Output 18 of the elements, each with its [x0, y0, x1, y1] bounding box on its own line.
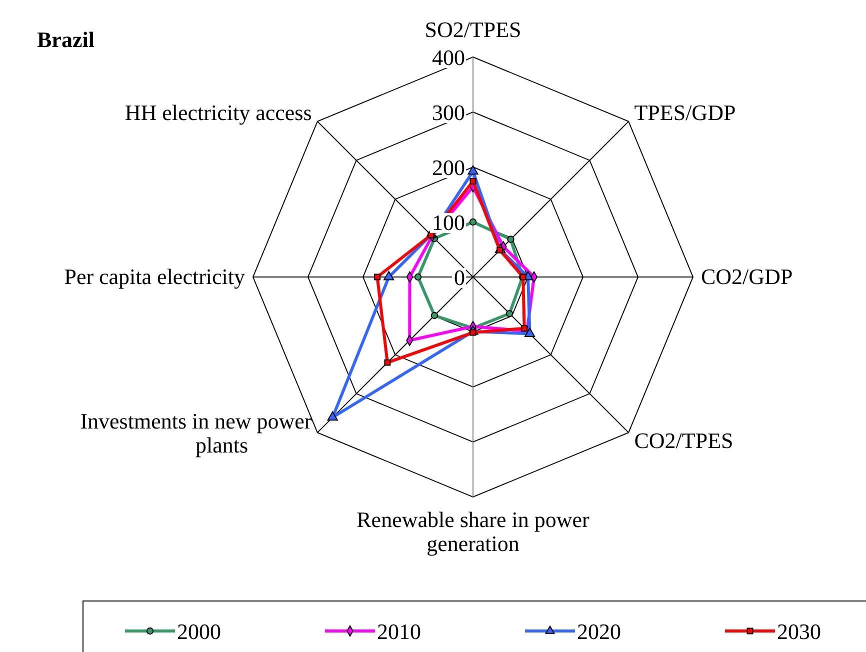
y-tick-label: 0	[454, 265, 465, 290]
spoke-label: SO2/TPES	[424, 17, 522, 42]
spoke-label: Renewable share in power generation	[356, 507, 590, 556]
spoke-label: Per capita electricity	[64, 264, 245, 289]
y-tick-label: 100	[432, 210, 465, 235]
spoke-label: TPES/GDP	[634, 100, 736, 125]
legend-label: 2030	[777, 619, 821, 644]
spoke-label: CO2/TPES	[634, 428, 734, 454]
y-tick-label: 400	[432, 45, 465, 70]
legend-label: 2000	[177, 619, 221, 644]
spoke-label: HH electricity access	[124, 100, 312, 125]
legend-label: 2010	[377, 619, 421, 644]
y-tick-label: 300	[432, 100, 465, 125]
legend-label: 2020	[577, 619, 621, 644]
y-tick-label: 200	[432, 155, 465, 180]
spoke-label: Investments in new power plants	[80, 408, 312, 458]
chart-title: Brazil	[37, 27, 94, 52]
spoke-label: CO2/GDP	[701, 264, 793, 289]
